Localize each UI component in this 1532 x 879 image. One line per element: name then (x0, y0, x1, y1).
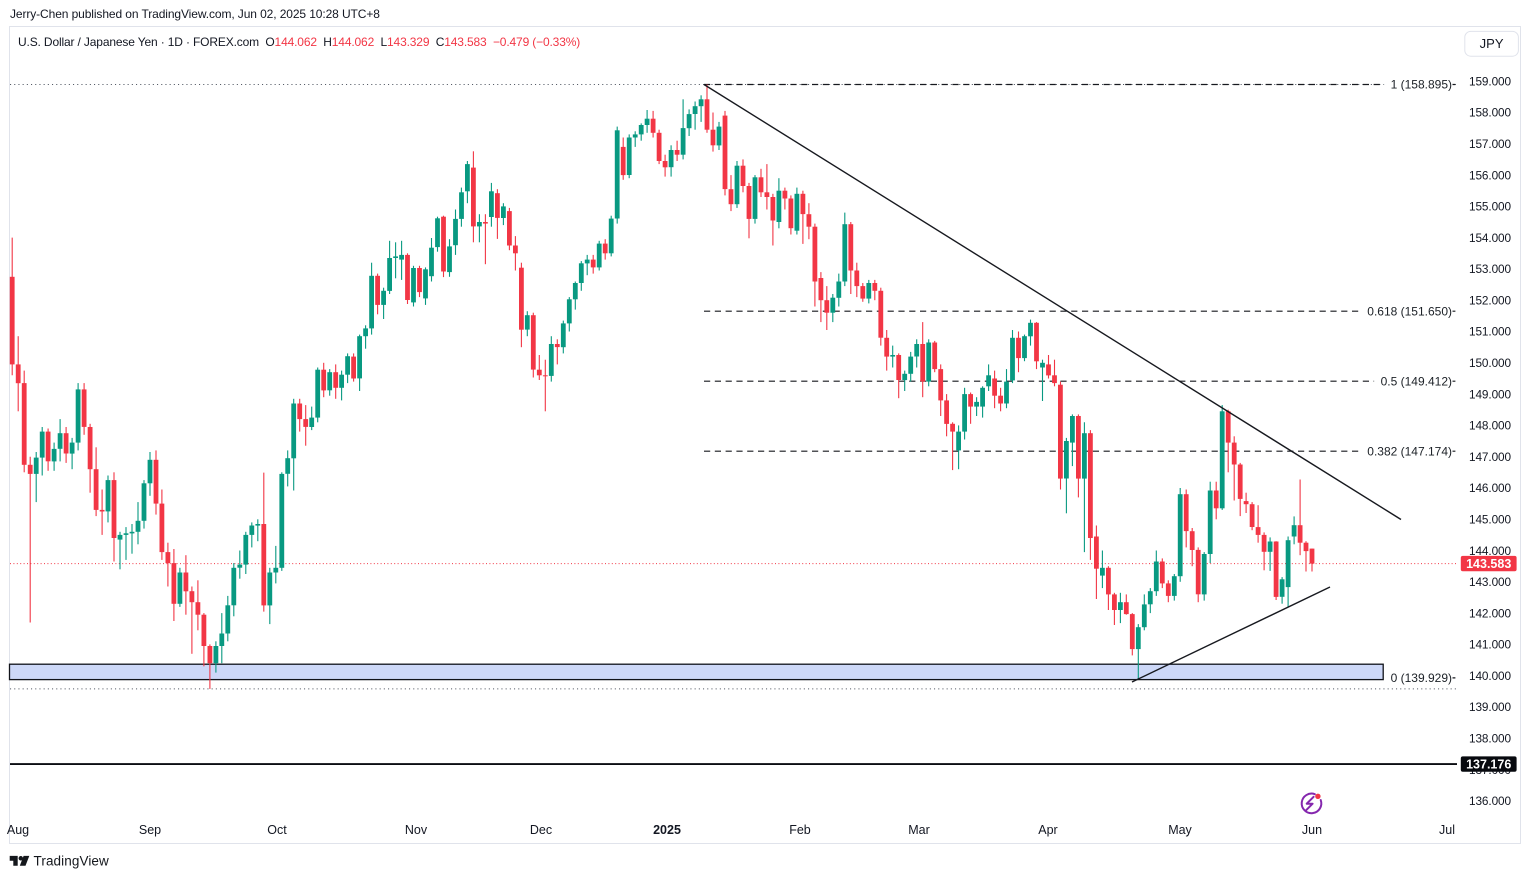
svg-text:140.000: 140.000 (1469, 669, 1511, 683)
svg-text:Nov: Nov (405, 823, 428, 837)
svg-text:143.583: 143.583 (1466, 557, 1511, 571)
svg-text:Dec: Dec (530, 823, 552, 837)
svg-text:155.000: 155.000 (1469, 200, 1511, 214)
svg-text:142.000: 142.000 (1469, 606, 1511, 620)
svg-text:JPY: JPY (1480, 36, 1504, 51)
svg-text:158.000: 158.000 (1469, 106, 1511, 120)
svg-text:152.000: 152.000 (1469, 293, 1511, 307)
svg-text:138.000: 138.000 (1469, 732, 1511, 746)
svg-text:Sep: Sep (139, 823, 161, 837)
svg-text:153.000: 153.000 (1469, 262, 1511, 276)
svg-text:May: May (1168, 823, 1192, 837)
svg-text:147.000: 147.000 (1469, 450, 1511, 464)
svg-text:157.000: 157.000 (1469, 137, 1511, 151)
svg-text:137.176: 137.176 (1466, 758, 1511, 772)
svg-text:TradingView: TradingView (34, 854, 110, 869)
svg-text:151.000: 151.000 (1469, 325, 1511, 339)
svg-text:Aug: Aug (7, 823, 29, 837)
svg-text:141.000: 141.000 (1469, 638, 1511, 652)
svg-text:0.618 (151.650): 0.618 (151.650) (1367, 304, 1452, 318)
svg-text:Oct: Oct (267, 823, 287, 837)
svg-text:Jul: Jul (1439, 823, 1455, 837)
svg-text:136.000: 136.000 (1469, 794, 1511, 808)
svg-text:Feb: Feb (789, 823, 811, 837)
svg-text:1 (158.895): 1 (158.895) (1391, 78, 1452, 92)
svg-text:0.382 (147.174): 0.382 (147.174) (1367, 444, 1452, 458)
svg-text:149.000: 149.000 (1469, 387, 1511, 401)
svg-text:143.000: 143.000 (1469, 575, 1511, 589)
svg-text:159.000: 159.000 (1469, 74, 1511, 88)
svg-text:0 (139.929): 0 (139.929) (1391, 671, 1452, 685)
svg-text:156.000: 156.000 (1469, 168, 1511, 182)
svg-text:Jun: Jun (1302, 823, 1322, 837)
svg-text:145.000: 145.000 (1469, 513, 1511, 527)
svg-text:0.5 (149.412): 0.5 (149.412) (1381, 374, 1452, 388)
svg-text:154.000: 154.000 (1469, 231, 1511, 245)
svg-text:2025: 2025 (653, 823, 681, 837)
svg-text:146.000: 146.000 (1469, 481, 1511, 495)
svg-text:139.000: 139.000 (1469, 700, 1511, 714)
svg-text:144.000: 144.000 (1469, 544, 1511, 558)
svg-text:150.000: 150.000 (1469, 356, 1511, 370)
svg-text:148.000: 148.000 (1469, 419, 1511, 433)
svg-text:Mar: Mar (908, 823, 930, 837)
svg-text:Apr: Apr (1038, 823, 1057, 837)
